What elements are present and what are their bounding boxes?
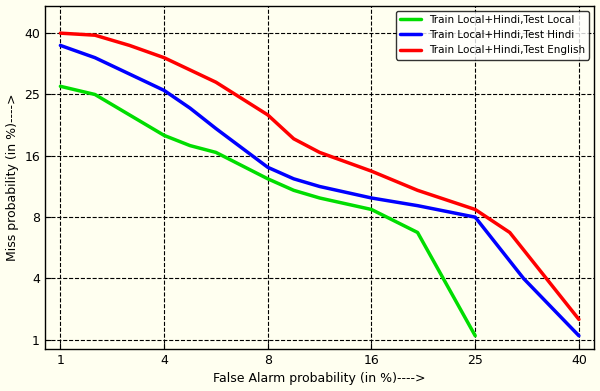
Legend: Train Local+Hindi,Test Local, Train Local+Hindi,Test Hindi, Train Local+Hindi,Te: Train Local+Hindi,Test Local, Train Loca… (395, 11, 589, 59)
Train Local+Hindi,Test English (316, 150, 323, 155)
Line: Train Local+Hindi,Test English: Train Local+Hindi,Test English (61, 33, 579, 319)
Line: Train Local+Hindi,Test Hindi: Train Local+Hindi,Test Hindi (61, 45, 579, 336)
Train Local+Hindi,Test Local (91, 92, 98, 97)
Train Local+Hindi,Test Hindi (187, 106, 194, 111)
Train Local+Hindi,Test English (575, 317, 583, 322)
Train Local+Hindi,Test Local (290, 188, 298, 193)
Train Local+Hindi,Test Local (160, 133, 167, 138)
Train Local+Hindi,Test Hindi (472, 215, 479, 219)
Train Local+Hindi,Test Hindi (160, 88, 167, 93)
Train Local+Hindi,Test Hindi (126, 72, 133, 76)
Train Local+Hindi,Test English (187, 68, 194, 72)
Train Local+Hindi,Test Local (368, 207, 375, 212)
Train Local+Hindi,Test Local (212, 150, 220, 155)
Train Local+Hindi,Test English (126, 43, 133, 48)
Train Local+Hindi,Test Hindi (91, 56, 98, 60)
Train Local+Hindi,Test English (368, 169, 375, 174)
Train Local+Hindi,Test Local (126, 113, 133, 117)
Train Local+Hindi,Test Hindi (368, 196, 375, 200)
X-axis label: False Alarm probability (in %)---->: False Alarm probability (in %)----> (214, 373, 426, 386)
Train Local+Hindi,Test Hindi (575, 334, 583, 338)
Y-axis label: Miss probability (in %)---->: Miss probability (in %)----> (5, 93, 19, 261)
Train Local+Hindi,Test Local (187, 143, 194, 148)
Train Local+Hindi,Test Local (264, 176, 271, 181)
Train Local+Hindi,Test Hindi (414, 203, 421, 208)
Train Local+Hindi,Test Hindi (316, 184, 323, 189)
Train Local+Hindi,Test Local (57, 84, 64, 89)
Train Local+Hindi,Test English (264, 113, 271, 117)
Train Local+Hindi,Test English (472, 207, 479, 212)
Train Local+Hindi,Test English (160, 56, 167, 60)
Train Local+Hindi,Test English (91, 33, 98, 38)
Train Local+Hindi,Test English (414, 188, 421, 193)
Train Local+Hindi,Test English (290, 136, 298, 141)
Train Local+Hindi,Test Local (472, 334, 479, 338)
Train Local+Hindi,Test Hindi (212, 126, 220, 131)
Train Local+Hindi,Test English (212, 80, 220, 84)
Train Local+Hindi,Test Hindi (264, 165, 271, 170)
Line: Train Local+Hindi,Test Local: Train Local+Hindi,Test Local (61, 86, 475, 336)
Train Local+Hindi,Test Hindi (290, 176, 298, 181)
Train Local+Hindi,Test Local (414, 230, 421, 235)
Train Local+Hindi,Test Hindi (57, 43, 64, 48)
Train Local+Hindi,Test Hindi (520, 276, 527, 281)
Train Local+Hindi,Test English (57, 31, 64, 36)
Train Local+Hindi,Test Local (316, 196, 323, 200)
Train Local+Hindi,Test English (506, 230, 514, 235)
